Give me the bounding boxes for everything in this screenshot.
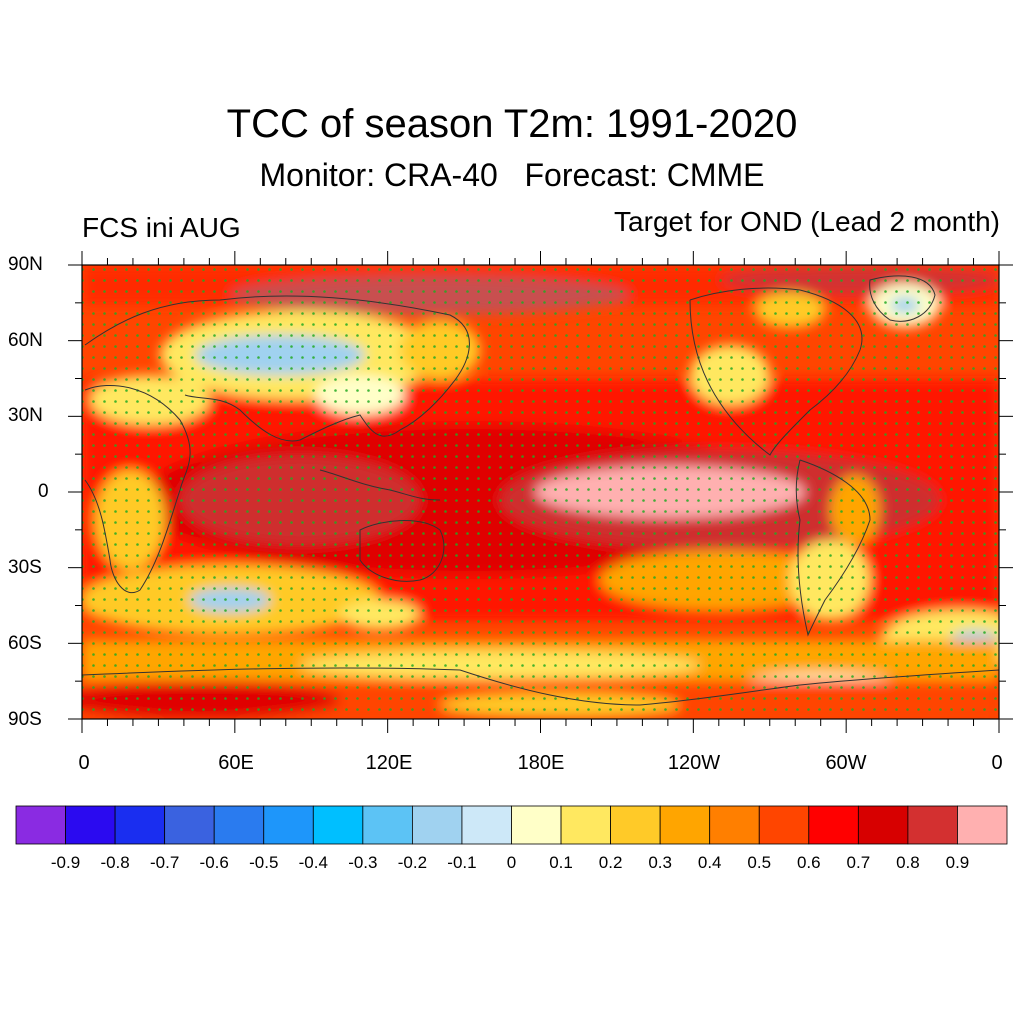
target-label: Target for OND (Lead 2 month)	[614, 206, 1000, 237]
lon-label-120w: 120W	[667, 752, 721, 774]
initialization-label: FCS ini AUG	[82, 212, 241, 243]
correlation-field	[82, 265, 999, 719]
lon-label-0: 0	[78, 752, 90, 774]
colorbar-tick-label: 0.7	[846, 853, 871, 872]
colorbar-tick-label: 0.9	[945, 853, 970, 872]
lon-label-180e: 180E	[517, 752, 565, 774]
lon-label-60w: 60W	[825, 752, 867, 774]
plot-title: TCC of season T2m: 1991-2020	[226, 102, 798, 146]
colorbar-tick-label: 0.6	[796, 853, 821, 872]
lon-label-120e: 120E	[365, 752, 413, 774]
colorbar-tick-label: -0.3	[348, 853, 378, 872]
axis-ticks	[68, 251, 1013, 733]
colorbar-tick-label: -0.4	[298, 853, 328, 872]
lon-label-0-end: 0	[991, 752, 1003, 774]
lat-label-30s: 30S	[8, 557, 42, 578]
lon-label-60e: 60E	[218, 752, 254, 774]
coastlines	[82, 275, 999, 706]
lat-label-90s: 90S	[8, 709, 42, 730]
colorbar-tick-label: 0.8	[896, 853, 920, 872]
colorbar-tick-label: 0.2	[598, 853, 623, 872]
colorbar-tick-label: -0.2	[397, 853, 428, 872]
colorbar-tick-label: 0.1	[549, 853, 573, 872]
lat-label-0: 0	[38, 481, 49, 502]
colorbar-tick-label: 0	[506, 853, 517, 872]
plot-subtitle: Monitor: CRA-40 Forecast: CMME	[259, 157, 765, 193]
colorbar-tick-label: -0.9	[50, 853, 81, 872]
colorbar-tick-label: -0.6	[199, 853, 229, 872]
colorbar-tick-label: -0.7	[149, 853, 180, 872]
lat-label-60n: 60N	[8, 330, 43, 351]
colorbar-tick-label: 0.3	[648, 853, 672, 872]
colorbar-tick-label: 0.4	[697, 853, 722, 872]
colorbar-tick-label: -0.8	[100, 853, 130, 872]
lat-label-90n: 90N	[8, 254, 43, 275]
colorbar-tick-label: -0.5	[249, 853, 279, 872]
lat-label-30n: 30N	[8, 405, 43, 426]
colorbar-tick-label: 0.5	[747, 853, 772, 872]
lat-label-60s: 60S	[8, 633, 42, 654]
colorbar-tick-label: -0.1	[447, 853, 477, 872]
